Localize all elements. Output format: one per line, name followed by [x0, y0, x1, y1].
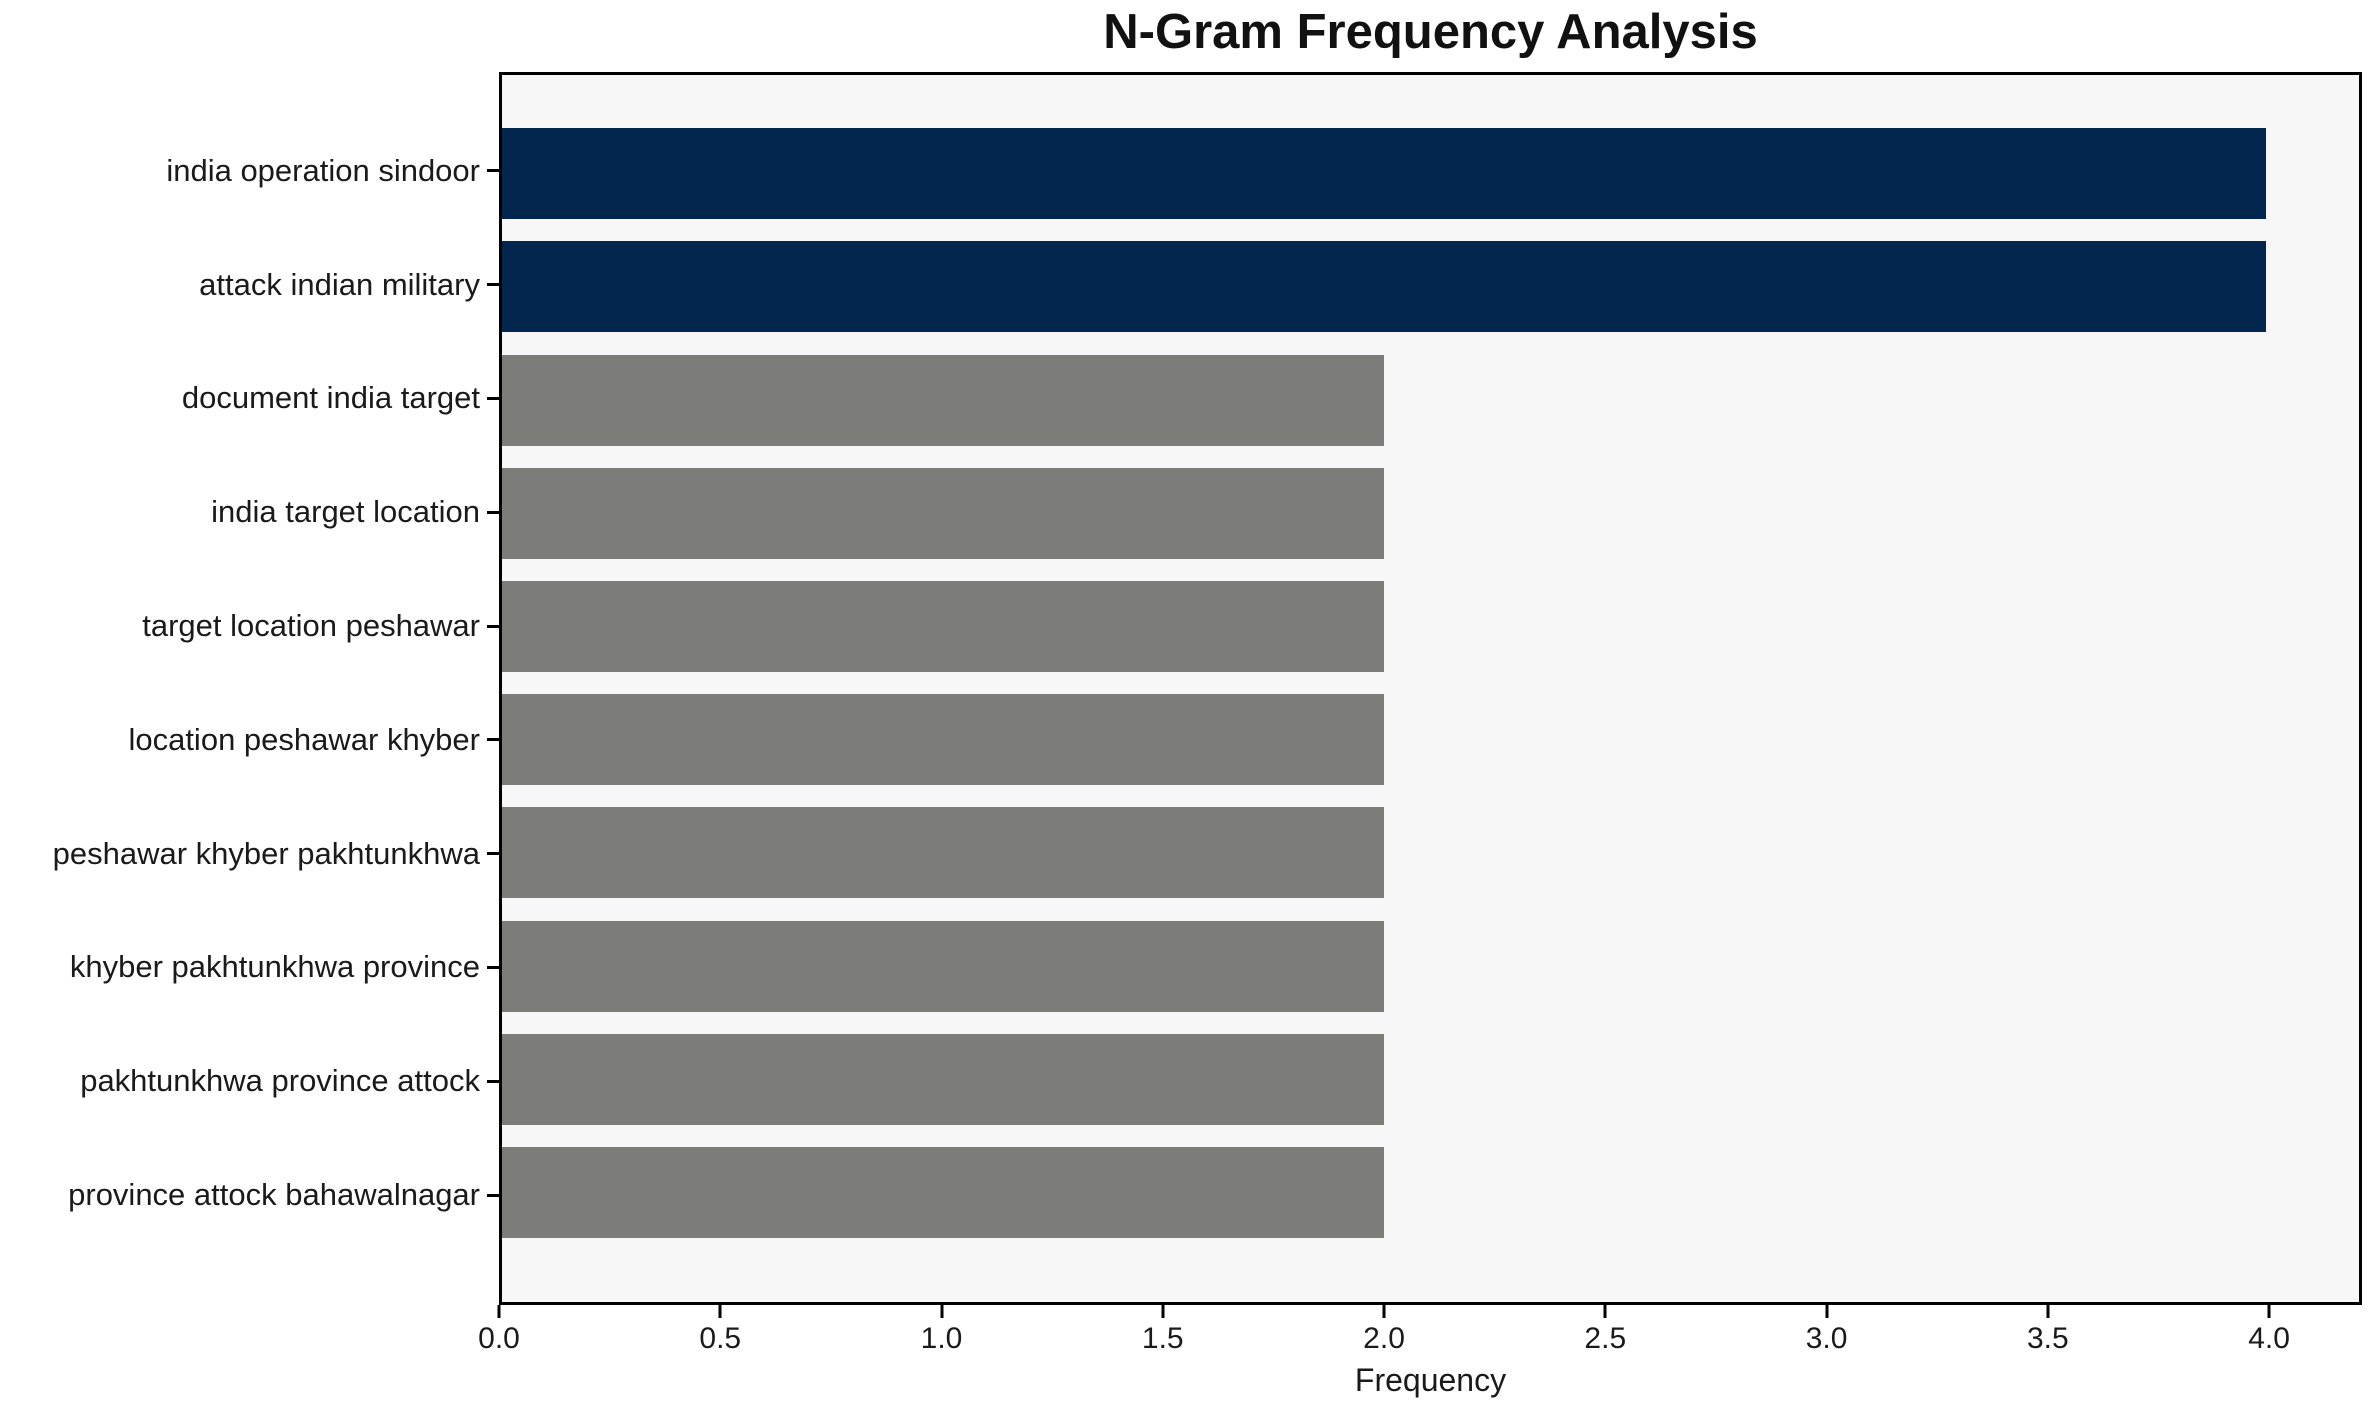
bar: [502, 807, 1385, 899]
bar-row: [502, 909, 2359, 1022]
y-tick-mark: [487, 169, 499, 173]
x-tick-mark: [1603, 1305, 1607, 1318]
y-tick-mark: [487, 624, 499, 628]
x-axis-tick-labels: 0.0 0.5 1.0 1.5 2.0 2.5 3.0 3.5 4.0: [478, 1322, 2362, 1358]
y-tick-mark: [487, 510, 499, 514]
x-tick-mark: [940, 1305, 944, 1318]
bar: [502, 241, 2267, 333]
x-tick-mark: [1382, 1305, 1386, 1318]
bar-row: [502, 343, 2359, 456]
bar-row: [502, 117, 2359, 230]
x-tick-label: 3.0: [1805, 1322, 1848, 1355]
y-tick-mark: [487, 965, 499, 969]
bar-row: [502, 570, 2359, 683]
bar: [502, 1146, 1385, 1238]
y-tick-label: location peshawar khyber: [128, 721, 480, 757]
x-tick-mark: [2267, 1305, 2271, 1318]
x-tick-label: 4.0: [2248, 1322, 2290, 1355]
x-tick-label: 1.0: [920, 1322, 963, 1355]
y-tick-label: india operation sindoor: [166, 152, 480, 188]
x-axis-label: Frequency: [1354, 1362, 1507, 1398]
y-tick-label: target location peshawar: [142, 608, 480, 644]
bar: [502, 1033, 1385, 1125]
y-tick-mark: [487, 738, 499, 742]
y-tick-row: target location peshawar: [0, 569, 499, 683]
x-tick-label: 3.5: [2026, 1322, 2069, 1355]
bar: [502, 580, 1385, 672]
y-tick-row: province attock bahawalnagar: [0, 1138, 499, 1252]
bar-row: [502, 230, 2359, 343]
y-tick-label: attack indian military: [199, 266, 480, 302]
bar-row: [502, 457, 2359, 570]
y-tick-mark: [487, 852, 499, 856]
x-tick-label: 1.5: [1141, 1322, 1184, 1355]
y-tick-label: peshawar khyber pakhtunkhwa: [52, 835, 480, 871]
y-tick-row: location peshawar khyber: [0, 683, 499, 797]
bars-container: [502, 75, 2359, 1302]
bar: [502, 467, 1385, 559]
chart-title: N-Gram Frequency Analysis: [1103, 5, 1758, 59]
x-tick-label: 2.5: [1584, 1322, 1627, 1355]
y-tick-mark: [487, 396, 499, 400]
y-tick-row: pakhtunkhwa province attock: [0, 1024, 499, 1138]
x-tick-label: 2.0: [1363, 1322, 1405, 1355]
y-tick-mark: [487, 283, 499, 287]
y-tick-row: india target location: [0, 455, 499, 569]
x-tick-label: 0.0: [478, 1322, 520, 1355]
y-tick-row: attack indian military: [0, 228, 499, 342]
y-axis-labels: india operation sindoor attack indian mil…: [0, 72, 499, 1305]
y-tick-label: india target location: [211, 494, 480, 530]
x-tick-mark: [2046, 1305, 2050, 1318]
x-tick-label: 0.5: [699, 1322, 742, 1355]
y-tick-mark: [487, 1079, 499, 1083]
bar-row: [502, 683, 2359, 796]
bar: [502, 920, 1385, 1012]
bar-row: [502, 1023, 2359, 1136]
y-tick-row: peshawar khyber pakhtunkhwa: [0, 797, 499, 911]
x-tick-mark: [1161, 1305, 1165, 1318]
x-tick-mark: [497, 1305, 501, 1318]
y-tick-label: document india target: [181, 380, 480, 416]
y-tick-row: khyber pakhtunkhwa province: [0, 911, 499, 1025]
y-tick-label: province attock bahawalnagar: [68, 1177, 480, 1213]
x-tick-mark: [718, 1305, 722, 1318]
y-tick-mark: [487, 1193, 499, 1197]
bar-row: [502, 1136, 2359, 1249]
y-tick-label: khyber pakhtunkhwa province: [69, 949, 480, 985]
y-tick-row: india operation sindoor: [0, 114, 499, 228]
x-tick-mark: [1825, 1305, 1829, 1318]
plot-area: [499, 72, 2362, 1305]
bar-row: [502, 796, 2359, 909]
y-tick-row: document india target: [0, 342, 499, 456]
x-axis-ticks: [497, 1305, 2362, 1319]
bar: [502, 128, 2267, 220]
bar: [502, 354, 1385, 446]
y-tick-label: pakhtunkhwa province attock: [80, 1063, 480, 1099]
bar: [502, 694, 1385, 786]
